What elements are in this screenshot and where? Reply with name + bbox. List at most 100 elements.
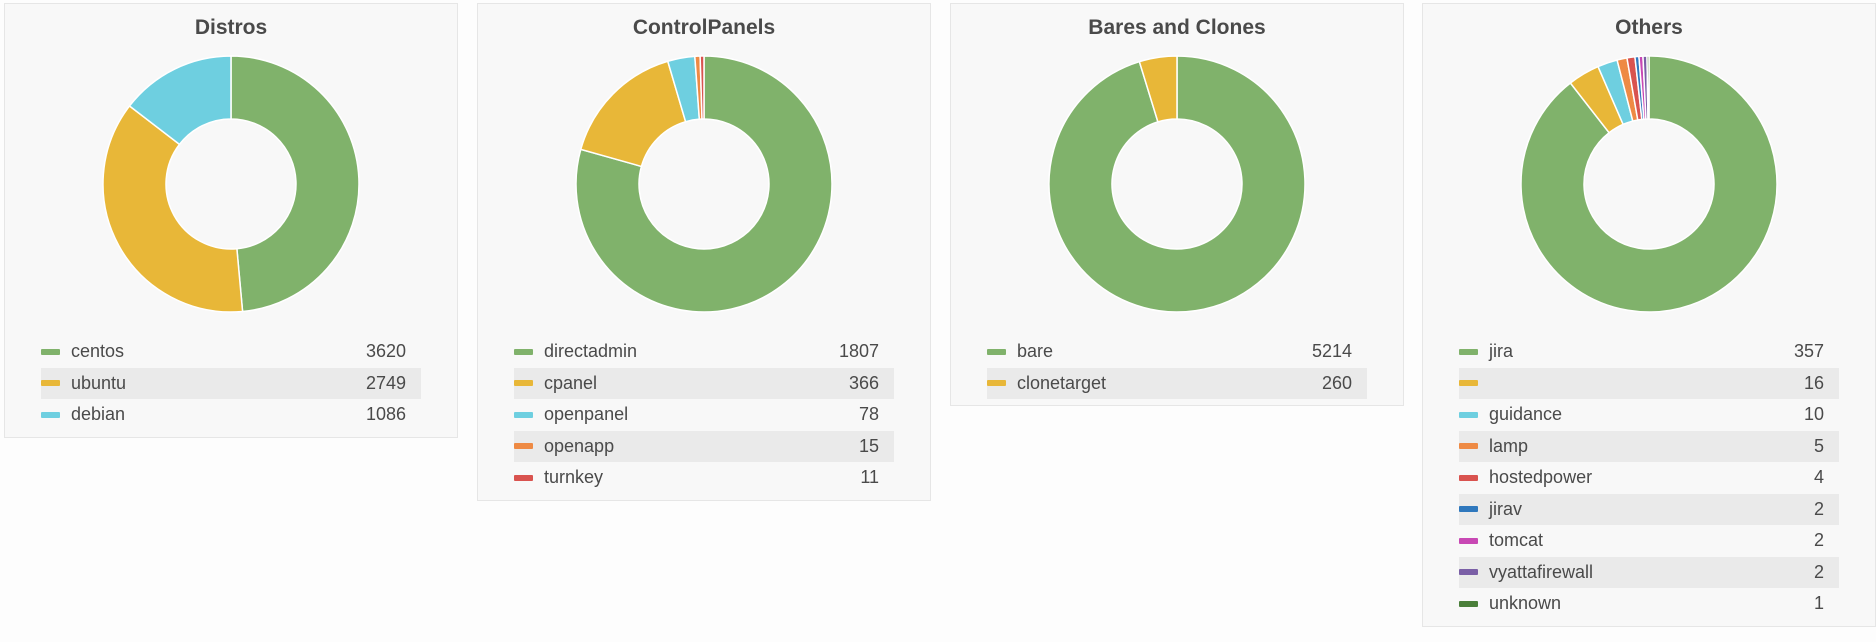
chart-title: Bares and Clones xyxy=(1088,16,1266,39)
legend: bare 5214 clonetarget 260 xyxy=(987,336,1367,405)
legend-label: debian xyxy=(71,404,126,425)
donut-slice[interactable] xyxy=(579,60,687,168)
legend-value: 5214 xyxy=(1311,341,1352,362)
legend-swatch xyxy=(514,443,533,450)
legend-value: 16 xyxy=(1803,372,1824,393)
legend-value: 5 xyxy=(1813,435,1824,456)
legend-value: 1807 xyxy=(838,341,879,362)
legend-swatch xyxy=(1459,443,1478,450)
legend-swatch xyxy=(1459,380,1478,387)
donut-slice[interactable] xyxy=(1138,55,1178,123)
legend-row[interactable]: guidance 10 xyxy=(1459,399,1839,431)
legend-label: ubuntu xyxy=(71,372,127,393)
legend-label: directadmin xyxy=(544,341,638,362)
legend-value: 1086 xyxy=(365,404,406,425)
legend-row[interactable]: debian 1086 xyxy=(41,399,421,431)
legend-row[interactable]: centos 3620 xyxy=(41,336,421,368)
chart-panel: ControlPanels directadmin 1807 cpanel 366 ope… xyxy=(477,3,931,501)
legend-row[interactable]: clonetarget 260 xyxy=(987,367,1367,399)
legend-swatch xyxy=(514,380,533,387)
legend-label: jira xyxy=(1489,341,1514,362)
legend-swatch xyxy=(514,411,533,418)
legend-value: 366 xyxy=(848,372,879,393)
legend: jira 357 16 guidance 10 lamp 5 hostedpower 4 jira… xyxy=(1459,336,1839,626)
donut-slice[interactable] xyxy=(575,55,833,313)
legend-row[interactable]: vyattafirewall 2 xyxy=(1459,556,1839,588)
legend-value: 1 xyxy=(1813,593,1824,614)
donut-slice[interactable] xyxy=(102,104,244,313)
legend-label: clonetarget xyxy=(1017,372,1107,393)
legend-value: 2 xyxy=(1813,561,1824,582)
legend-label: unknown xyxy=(1489,593,1562,614)
legend-value: 357 xyxy=(1793,341,1824,362)
legend-row[interactable]: unknown 1 xyxy=(1459,588,1839,620)
legend-label: cpanel xyxy=(544,372,598,393)
donut-slice[interactable] xyxy=(230,55,360,313)
legend-value: 2 xyxy=(1813,498,1824,519)
donut-slice[interactable] xyxy=(1646,55,1650,120)
legend-swatch xyxy=(1459,411,1478,418)
legend-swatch xyxy=(987,380,1006,387)
legend-row[interactable]: openpanel 78 xyxy=(514,399,894,431)
chart-panel: Bares and Clones bare 5214 clonetarget 260 xyxy=(950,3,1404,406)
legend-value: 2749 xyxy=(365,372,406,393)
legend-label: tomcat xyxy=(1489,530,1544,551)
legend-row[interactable]: jirav 2 xyxy=(1459,493,1839,525)
legend-swatch xyxy=(1459,474,1478,481)
legend-value: 11 xyxy=(860,467,879,488)
legend-row[interactable]: 16 xyxy=(1459,367,1839,399)
legend-row[interactable]: turnkey 11 xyxy=(514,462,894,494)
legend-swatch xyxy=(41,348,60,355)
legend-label: bare xyxy=(1017,341,1054,362)
legend-row[interactable]: tomcat 2 xyxy=(1459,525,1839,557)
legend-swatch xyxy=(41,380,60,387)
legend-value: 260 xyxy=(1321,372,1352,393)
legend: directadmin 1807 cpanel 366 openpanel 78 opena… xyxy=(514,336,894,500)
donut-slice[interactable] xyxy=(128,55,232,146)
donut-slice[interactable] xyxy=(699,55,705,120)
legend-label: hostedpower xyxy=(1489,467,1593,488)
donut-slice[interactable] xyxy=(1048,55,1306,313)
legend-label: jirav xyxy=(1489,498,1523,519)
legend: centos 3620 ubuntu 2749 debian 1086 xyxy=(41,336,421,437)
legend-label: openpanel xyxy=(544,404,629,425)
legend-row[interactable]: directadmin 1807 xyxy=(514,336,894,368)
legend-label: guidance xyxy=(1489,404,1563,425)
legend-row[interactable]: bare 5214 xyxy=(987,336,1367,368)
legend-row[interactable]: lamp 5 xyxy=(1459,430,1839,462)
legend-swatch xyxy=(514,474,533,481)
legend-swatch xyxy=(1459,569,1478,576)
chart-title: ControlPanels xyxy=(632,16,776,39)
donut-slice[interactable] xyxy=(1520,55,1778,313)
legend-value: 10 xyxy=(1803,404,1824,425)
donut-chart xyxy=(1520,55,1778,313)
donut-chart xyxy=(102,55,360,313)
legend-row[interactable]: openapp 15 xyxy=(514,430,894,462)
legend-value: 2 xyxy=(1813,530,1824,551)
legend-label: openapp xyxy=(544,435,615,456)
donut-chart xyxy=(575,55,833,313)
legend-value: 4 xyxy=(1813,467,1824,488)
legend-row[interactable]: jira 357 xyxy=(1459,336,1839,368)
legend-value: 3620 xyxy=(365,341,406,362)
legend-swatch xyxy=(987,348,1006,355)
legend-row[interactable]: hostedpower 4 xyxy=(1459,462,1839,494)
chart-title: Others xyxy=(1615,16,1683,39)
legend-swatch xyxy=(1459,600,1478,607)
legend-swatch xyxy=(1459,537,1478,544)
legend-value: 15 xyxy=(858,435,879,456)
legend-label: vyattafirewall xyxy=(1489,561,1594,582)
chart-panel: Distros centos 3620 ubuntu 2749 debian 1086 xyxy=(4,3,458,438)
legend-swatch xyxy=(514,348,533,355)
legend-swatch xyxy=(1459,506,1478,513)
legend-label: lamp xyxy=(1489,435,1529,456)
donut-chart xyxy=(1048,55,1306,313)
legend-row[interactable]: ubuntu 2749 xyxy=(41,367,421,399)
chart-title: Distros xyxy=(194,16,268,39)
chart-panel: Others jira 357 16 guidance 10 lamp 5 hostedpowe… xyxy=(1422,3,1876,627)
legend-swatch xyxy=(41,411,60,418)
legend-value: 78 xyxy=(858,404,879,425)
legend-row[interactable]: cpanel 366 xyxy=(514,367,894,399)
legend-label: turnkey xyxy=(544,467,604,488)
legend-swatch xyxy=(1459,348,1478,355)
